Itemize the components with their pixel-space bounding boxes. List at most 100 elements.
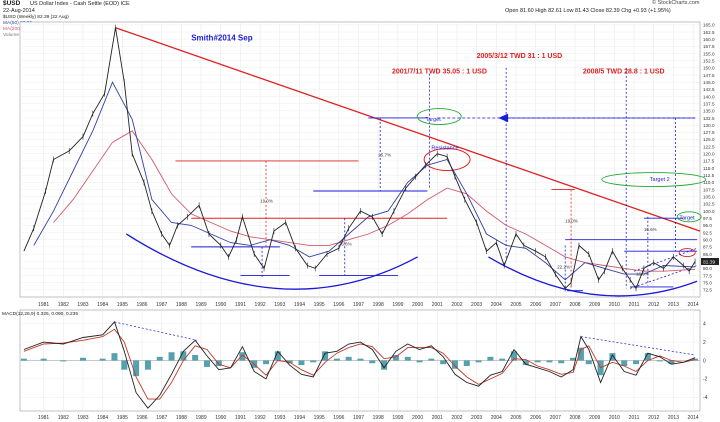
pct-label: 19.0% <box>565 219 578 224</box>
chart-title: US Dollar Index - Cash Settle (EOD) ICE <box>30 1 130 7</box>
x-tick-label: 2005 <box>510 415 521 421</box>
x-tick-label: 2007 <box>550 415 561 421</box>
macd-line <box>23 321 696 409</box>
x-tick-label: 1983 <box>77 302 88 308</box>
x-tick-label: 1984 <box>97 302 108 308</box>
y-tick-label: 155.0 <box>703 51 715 56</box>
x-tick-label: 1989 <box>196 302 207 308</box>
symbol: $USD <box>3 0 21 7</box>
x-tick-label: 2001 <box>432 302 443 308</box>
y-tick-label: 150.0 <box>703 66 715 71</box>
y-tick-label: 85.0 <box>703 252 712 257</box>
legend-ma200: MA(200) 79.67 <box>3 27 35 32</box>
y-tick-label: 112.5 <box>703 173 715 178</box>
x-tick-label: 1986 <box>136 415 147 421</box>
y-tick-label: 110.0 <box>703 180 715 185</box>
ma50-line <box>33 81 696 281</box>
support-arc-2 <box>488 256 698 297</box>
y-tick-label: 105.0 <box>703 195 715 200</box>
x-tick-label: 1983 <box>77 415 88 421</box>
macd-histogram-bar <box>522 360 529 366</box>
macd-signal-line <box>23 328 696 400</box>
y-tick-label: 95.0 <box>703 223 712 228</box>
macd-histogram-bar <box>475 360 482 363</box>
target2-ellipse <box>601 172 707 188</box>
pct-label: 19.0% <box>260 198 273 203</box>
macd-histogram-bar <box>558 360 565 364</box>
macd-trendline-2 <box>580 336 696 356</box>
macd-histogram-bar <box>621 360 628 367</box>
x-tick-label: 2013 <box>668 415 679 421</box>
x-tick-label: 2007 <box>550 302 561 308</box>
macd-histogram-bar <box>263 360 270 365</box>
macd-series <box>20 321 700 409</box>
macd-histogram-bar <box>345 356 352 361</box>
macd-histogram-bar <box>239 352 246 361</box>
y-tick-label: 117.5 <box>703 159 715 164</box>
macd-histogram-bar <box>121 360 128 370</box>
macd-histogram-bar <box>451 360 458 369</box>
macd-histogram-bar <box>428 358 435 361</box>
macd-histogram-bar <box>511 351 518 361</box>
analysis-overlays <box>115 27 707 297</box>
x-tick-label: 2010 <box>609 415 620 421</box>
macd-histogram-bar <box>133 360 140 377</box>
x-tick-label: 2014 <box>688 415 699 421</box>
target3-ellipse <box>676 211 702 223</box>
x-tick-label: 1993 <box>274 302 285 308</box>
x-tick-label: 1987 <box>156 302 167 308</box>
y-tick-label: 102.5 <box>703 202 715 207</box>
y-tick-label: 115.0 <box>703 166 715 171</box>
y-tick-label: 0 <box>703 358 706 364</box>
pct-label: 16.6% <box>644 227 657 232</box>
x-tick-label: 1999 <box>392 415 403 421</box>
y-tick-label: 165.0 <box>703 23 715 28</box>
x-tick-label: 2014 <box>688 302 699 308</box>
triangle-upper <box>633 247 698 272</box>
macd-histogram-bar <box>487 356 494 361</box>
y-tick-label: 160.0 <box>703 37 715 42</box>
macd-legend: MACD(12,26,9) 0.325, 0.090, 0.235 <box>2 311 78 317</box>
macd-histogram-bar <box>274 351 281 361</box>
chart-header: $USD US Dollar Index - Cash Settle (EOD)… <box>0 0 720 37</box>
x-tick-label: 2008 <box>569 302 580 308</box>
axes: 1981 1981 1982 1982 1983 1983 1984 1984 1985 1985… <box>2 23 715 421</box>
macd-histogram-bar <box>644 353 651 361</box>
y-tick-label: 127.5 <box>703 130 715 135</box>
x-tick-label: 1998 <box>373 415 384 421</box>
x-tick-label: 1990 <box>215 302 226 308</box>
y-tick-label: 157.5 <box>703 44 715 49</box>
x-tick-label: 2008 <box>569 415 580 421</box>
quote-line: Open 81.60 High 82.61 Low 81.43 Close 82… <box>505 8 671 14</box>
x-tick-label: 2006 <box>530 415 541 421</box>
x-tick-label: 1999 <box>392 302 403 308</box>
y-tick-label: 162.5 <box>703 30 715 35</box>
x-tick-label: 1986 <box>136 302 147 308</box>
macd-histogram-bar <box>192 354 199 361</box>
price-line <box>23 27 696 290</box>
macd-histogram-bar <box>534 360 541 363</box>
y-tick-label: 97.5 <box>703 216 712 221</box>
macd-histogram-bar <box>369 360 376 364</box>
x-tick-label: 1995 <box>314 302 325 308</box>
macd-histogram-bar <box>310 360 317 363</box>
y-tick-label: 130.0 <box>703 123 715 128</box>
macd-histogram-bar <box>499 358 506 361</box>
last-price-label: 82.39 <box>703 260 715 266</box>
macd-histogram-bar <box>668 360 675 365</box>
macd-histogram-bar <box>79 357 86 361</box>
x-tick-label: 1981 <box>38 415 49 421</box>
chart-date: 22-Aug-2014 <box>3 8 35 14</box>
x-tick-label: 2009 <box>589 302 600 308</box>
macd-histogram-bar <box>180 351 187 361</box>
macd-histogram-bar <box>357 358 364 361</box>
x-tick-label: 2012 <box>648 302 659 308</box>
legend-price: $USD (Weekly) 82.39 (22 Aug) <box>3 15 69 20</box>
macd-histogram-bar <box>322 351 329 361</box>
macd-histogram-bar <box>392 354 399 361</box>
x-tick-label: 1990 <box>215 415 226 421</box>
y-tick-label: -4 <box>703 395 708 401</box>
small-ellipse <box>678 248 696 258</box>
macd-histogram-bar <box>156 356 163 361</box>
x-tick-label: 2001 <box>432 415 443 421</box>
